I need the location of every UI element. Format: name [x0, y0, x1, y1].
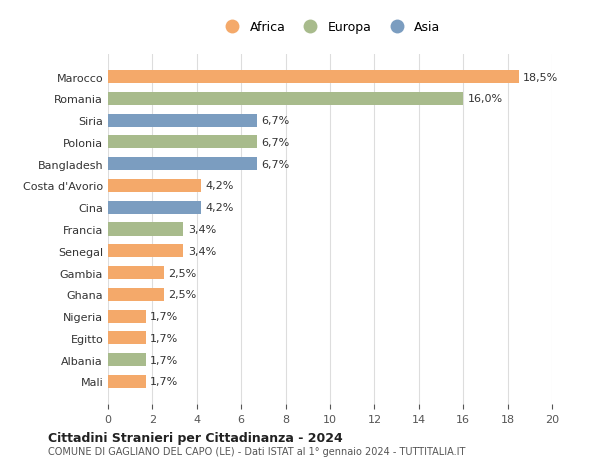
- Text: 2,5%: 2,5%: [168, 290, 196, 300]
- Text: 4,2%: 4,2%: [206, 203, 234, 213]
- Bar: [108, 353, 146, 366]
- Text: 6,7%: 6,7%: [261, 159, 289, 169]
- Text: COMUNE DI GAGLIANO DEL CAPO (LE) - Dati ISTAT al 1° gennaio 2024 - TUTTITALIA.IT: COMUNE DI GAGLIANO DEL CAPO (LE) - Dati …: [48, 447, 466, 456]
- Bar: [108, 245, 184, 258]
- Bar: [108, 375, 146, 388]
- Bar: [108, 158, 257, 171]
- Text: 3,4%: 3,4%: [188, 224, 216, 235]
- Bar: [108, 266, 163, 280]
- Text: 1,7%: 1,7%: [150, 333, 178, 343]
- Text: 3,4%: 3,4%: [188, 246, 216, 256]
- Bar: [108, 201, 201, 214]
- Text: 4,2%: 4,2%: [206, 181, 234, 191]
- Bar: [108, 114, 257, 128]
- Bar: [108, 93, 463, 106]
- Bar: [108, 288, 163, 301]
- Text: Cittadini Stranieri per Cittadinanza - 2024: Cittadini Stranieri per Cittadinanza - 2…: [48, 431, 343, 444]
- Legend: Africa, Europa, Asia: Africa, Europa, Asia: [215, 16, 445, 39]
- Bar: [108, 223, 184, 236]
- Text: 16,0%: 16,0%: [467, 94, 503, 104]
- Bar: [108, 71, 519, 84]
- Bar: [108, 310, 146, 323]
- Bar: [108, 136, 257, 149]
- Text: 6,7%: 6,7%: [261, 116, 289, 126]
- Text: 1,7%: 1,7%: [150, 376, 178, 386]
- Text: 18,5%: 18,5%: [523, 73, 559, 83]
- Bar: [108, 179, 201, 193]
- Text: 1,7%: 1,7%: [150, 355, 178, 365]
- Text: 2,5%: 2,5%: [168, 268, 196, 278]
- Text: 6,7%: 6,7%: [261, 138, 289, 148]
- Text: 1,7%: 1,7%: [150, 311, 178, 321]
- Bar: [108, 331, 146, 345]
